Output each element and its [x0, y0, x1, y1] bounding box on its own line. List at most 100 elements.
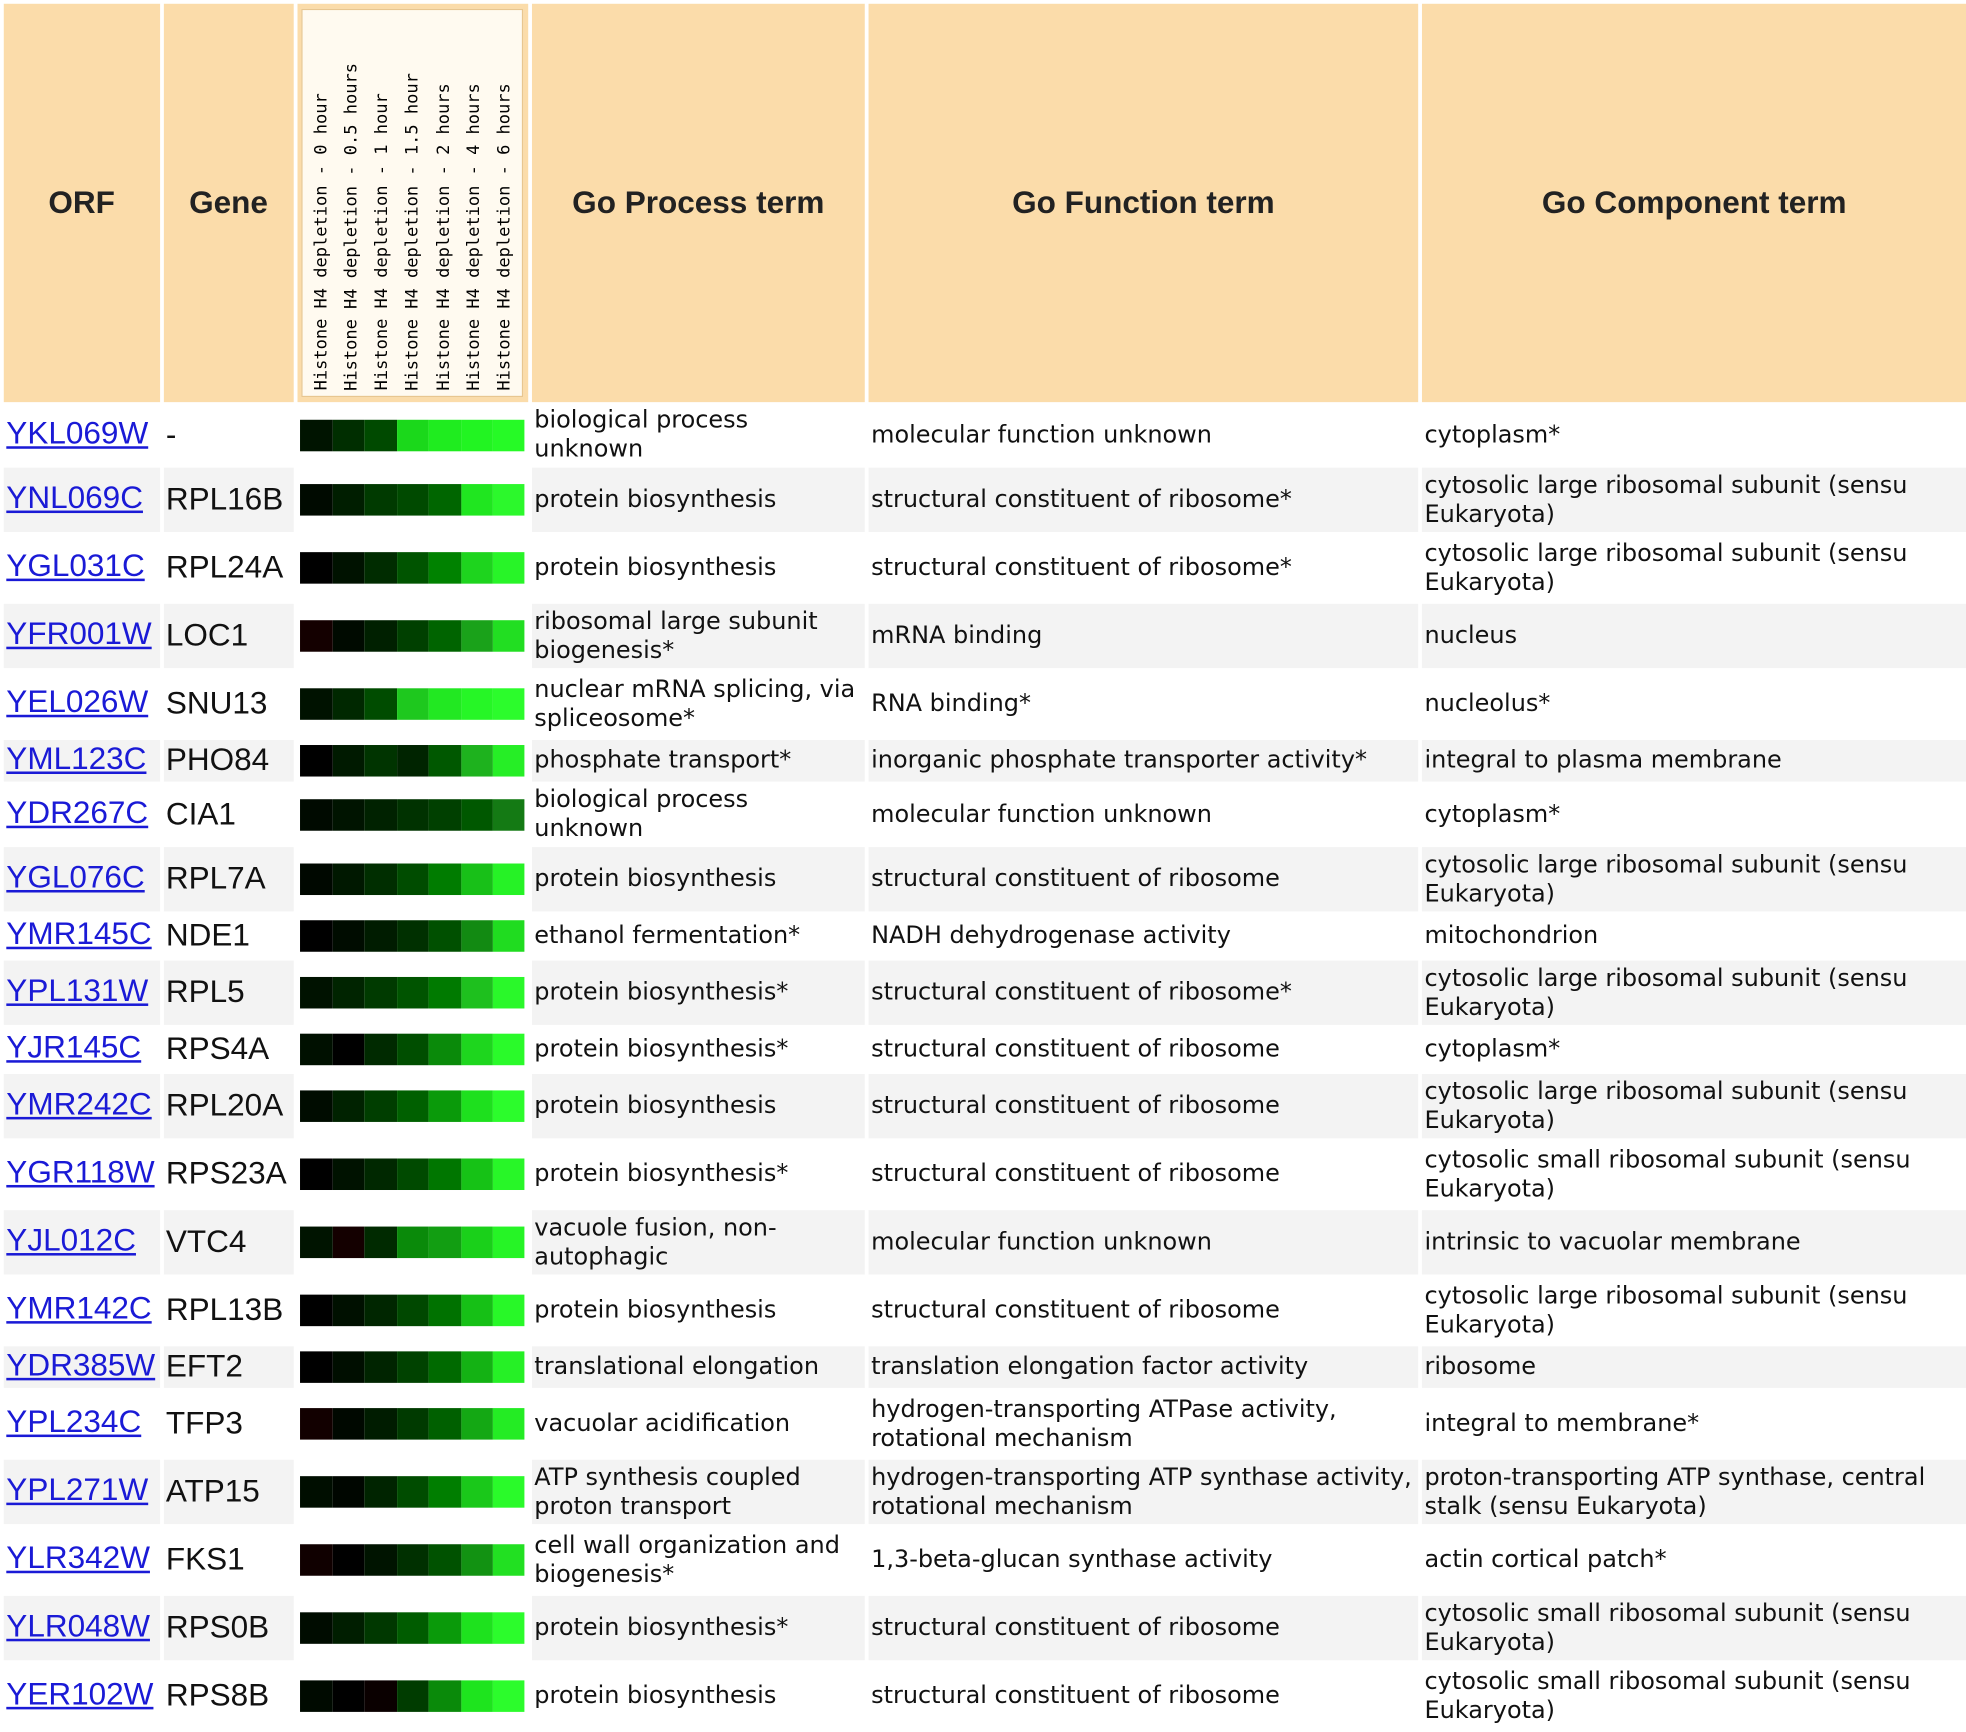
expression-bar	[300, 1226, 525, 1259]
table-row: YGL076C RPL7A protein biosynthesis structur…	[3, 847, 1966, 912]
expression-bar	[300, 1544, 525, 1576]
expression-segment	[428, 920, 461, 952]
expression-segment	[460, 863, 493, 896]
header-function[interactable]: Go Function term	[868, 3, 1419, 403]
orf-link[interactable]: YDR267C	[6, 794, 149, 831]
orf-link[interactable]: YER102W	[6, 1676, 154, 1712]
gene-cell: PHO84	[163, 739, 294, 782]
expression-bar	[300, 798, 525, 831]
expression-segment	[396, 552, 429, 584]
gene-cell: RPL20A	[163, 1074, 294, 1139]
function-cell: RNA binding*	[868, 671, 1419, 737]
orf-cell: YGL031C	[3, 535, 160, 601]
expression-segment	[364, 484, 397, 516]
expression-segment	[428, 688, 461, 720]
orf-link[interactable]: YGL076C	[6, 859, 145, 896]
orf-link[interactable]: YJL012C	[6, 1222, 136, 1259]
process-cell: ribosomal large subunit biogenesis*	[531, 603, 865, 669]
expression-segment	[300, 1351, 333, 1383]
orf-link[interactable]: YLR342W	[6, 1540, 150, 1576]
expression-segment	[300, 484, 333, 516]
gene-cell: RPL13B	[163, 1278, 294, 1343]
expression-segment	[492, 1351, 525, 1383]
orf-link[interactable]: YKL069W	[6, 415, 149, 451]
expression-segment	[428, 1544, 461, 1576]
function-cell: molecular function unknown	[868, 785, 1419, 844]
table-row: YMR145C NDE1 ethanol fermentation* NADH deh…	[3, 915, 1966, 957]
heatmap-cell	[297, 1663, 528, 1729]
expression-segment	[428, 1158, 461, 1191]
expression-segment	[396, 976, 429, 1009]
heatmap-cell	[297, 1028, 528, 1071]
heatmap-cell	[297, 1074, 528, 1139]
orf-link[interactable]: YMR145C	[6, 916, 152, 952]
expression-segment	[332, 484, 365, 516]
orf-link[interactable]: YLR048W	[6, 1608, 150, 1644]
function-cell: structural constituent of ribosome*	[868, 960, 1419, 1025]
process-cell: vacuole fusion, non-autophagic	[531, 1210, 865, 1275]
component-cell: ribosome	[1421, 1346, 1966, 1388]
orf-link[interactable]: YFR001W	[6, 616, 152, 652]
timepoint-label: Histone H4 depletion - 1 hour	[372, 93, 393, 391]
orf-link[interactable]: YPL234C	[6, 1404, 142, 1440]
heatmap-cell	[297, 1459, 528, 1525]
expression-segment	[492, 798, 525, 831]
expression-segment	[396, 920, 429, 952]
expression-segment	[332, 1476, 365, 1508]
orf-link[interactable]: YNL069C	[6, 480, 143, 516]
expression-segment	[364, 1612, 397, 1644]
function-cell: structural constituent of ribosome	[868, 1278, 1419, 1343]
expression-segment	[332, 1351, 365, 1383]
header-orf[interactable]: ORF	[3, 3, 160, 403]
expression-segment	[364, 798, 397, 831]
expression-segment	[364, 1544, 397, 1576]
orf-cell: YNL069C	[3, 467, 160, 532]
expression-segment	[300, 1090, 333, 1122]
orf-cell: YLR342W	[3, 1527, 160, 1593]
expression-segment	[428, 863, 461, 896]
process-cell: protein biosynthesis*	[531, 1142, 865, 1207]
component-cell: cytoplasm*	[1421, 405, 1966, 464]
heatmap-cell	[297, 405, 528, 464]
gene-cell: FKS1	[163, 1527, 294, 1593]
expression-segment	[460, 1158, 493, 1191]
expression-segment	[332, 1680, 365, 1712]
orf-link[interactable]: YMR242C	[6, 1086, 152, 1122]
expression-segment	[332, 976, 365, 1009]
orf-link[interactable]: YJR145C	[6, 1029, 142, 1066]
expression-segment	[460, 1294, 493, 1327]
expression-segment	[460, 1351, 493, 1383]
orf-link[interactable]: YMR142C	[6, 1290, 152, 1327]
expression-segment	[332, 620, 365, 652]
expression-segment	[332, 863, 365, 896]
expression-bar	[300, 1158, 525, 1191]
orf-link[interactable]: YPL271W	[6, 1472, 149, 1508]
expression-bar	[300, 920, 525, 952]
function-cell: structural constituent of ribosome	[868, 1142, 1419, 1207]
orf-link[interactable]: YPL131W	[6, 973, 149, 1009]
heatmap-cell	[297, 1527, 528, 1593]
expression-segment	[300, 1612, 333, 1644]
header-process[interactable]: Go Process term	[531, 3, 865, 403]
orf-link[interactable]: YEL026W	[6, 684, 149, 720]
header-gene[interactable]: Gene	[163, 3, 294, 403]
component-cell: cytosolic small ribosomal subunit (sensu…	[1421, 1595, 1966, 1661]
component-cell: integral to plasma membrane	[1421, 739, 1966, 782]
orf-link[interactable]: YML123C	[6, 741, 147, 777]
expression-segment	[492, 1226, 525, 1259]
table-row: YPL271W ATP15 ATP synthesis coupled proton…	[3, 1459, 1966, 1525]
orf-link[interactable]: YGR118W	[6, 1154, 155, 1191]
heatmap-cell	[297, 535, 528, 601]
expression-segment	[364, 976, 397, 1009]
heatmap-cell	[297, 603, 528, 669]
orf-link[interactable]: YGL031C	[6, 548, 145, 584]
orf-link[interactable]: YDR385W	[6, 1347, 156, 1383]
expression-segment	[492, 1476, 525, 1508]
expression-segment	[364, 1408, 397, 1440]
orf-cell: YGR118W	[3, 1142, 160, 1207]
header-component[interactable]: Go Component term	[1421, 3, 1966, 403]
function-cell: hydrogen-transporting ATPase activity, r…	[868, 1391, 1419, 1456]
component-cell: cytosolic large ribosomal subunit (sensu…	[1421, 1074, 1966, 1139]
expression-bar	[300, 552, 525, 584]
expression-segment	[300, 1680, 333, 1712]
